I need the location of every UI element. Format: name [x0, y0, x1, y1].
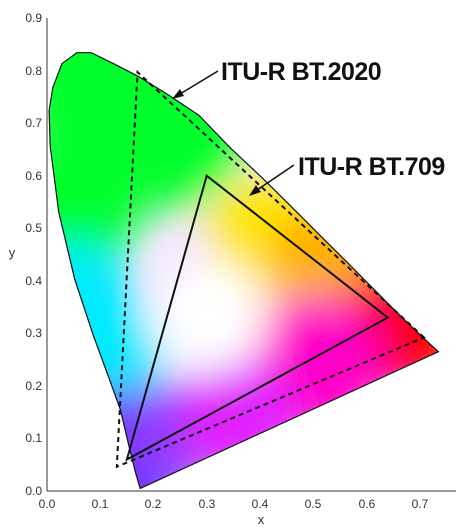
gamut-color-blob [49, 131, 144, 272]
x-tick-label: 0.3 [199, 497, 216, 511]
gamut-color-blob [157, 262, 268, 373]
y-tick-label: 0.6 [25, 169, 42, 183]
bt709-annotation: ITU-R BT.709 [298, 153, 445, 181]
x-tick-label: 0.1 [92, 497, 109, 511]
y-tick-label: 0.3 [25, 326, 42, 340]
x-tick-labels: 0.0 0.1 0.2 0.3 0.4 0.5 0.6 0.7 [39, 497, 429, 511]
bt709-triangle [125, 173, 390, 462]
bt2020-annotation: ITU-R BT.2020 [221, 58, 381, 86]
y-tick-label: 0.8 [25, 64, 42, 78]
y-tick-label: 0.9 [25, 11, 42, 25]
y-tick-labels: 0.0 0.1 0.2 0.3 0.4 0.5 0.6 0.7 0.8 0.9 [25, 11, 42, 498]
bt709-pointer [249, 164, 295, 196]
y-tick-label: 0.7 [25, 116, 42, 130]
bt2020-pointer [172, 70, 219, 99]
y-tick-label: 0.1 [25, 431, 42, 445]
x-tick-label: 0.2 [145, 497, 162, 511]
x-tick-label: 0.0 [39, 497, 56, 511]
y-tick-label: 0.4 [25, 274, 42, 288]
x-tick-label: 0.5 [305, 497, 322, 511]
y-tick-label: 0.2 [25, 379, 42, 393]
y-tick-label: 0.5 [25, 221, 42, 235]
x-tick-label: 0.7 [412, 497, 429, 511]
y-tick-label: 0.0 [25, 484, 42, 498]
y-axis-label: y [9, 245, 16, 260]
bt2020-triangle [115, 69, 426, 469]
x-tick-label: 0.4 [252, 497, 269, 511]
x-tick-label: 0.6 [359, 497, 376, 511]
x-axis-label: x [258, 512, 265, 527]
